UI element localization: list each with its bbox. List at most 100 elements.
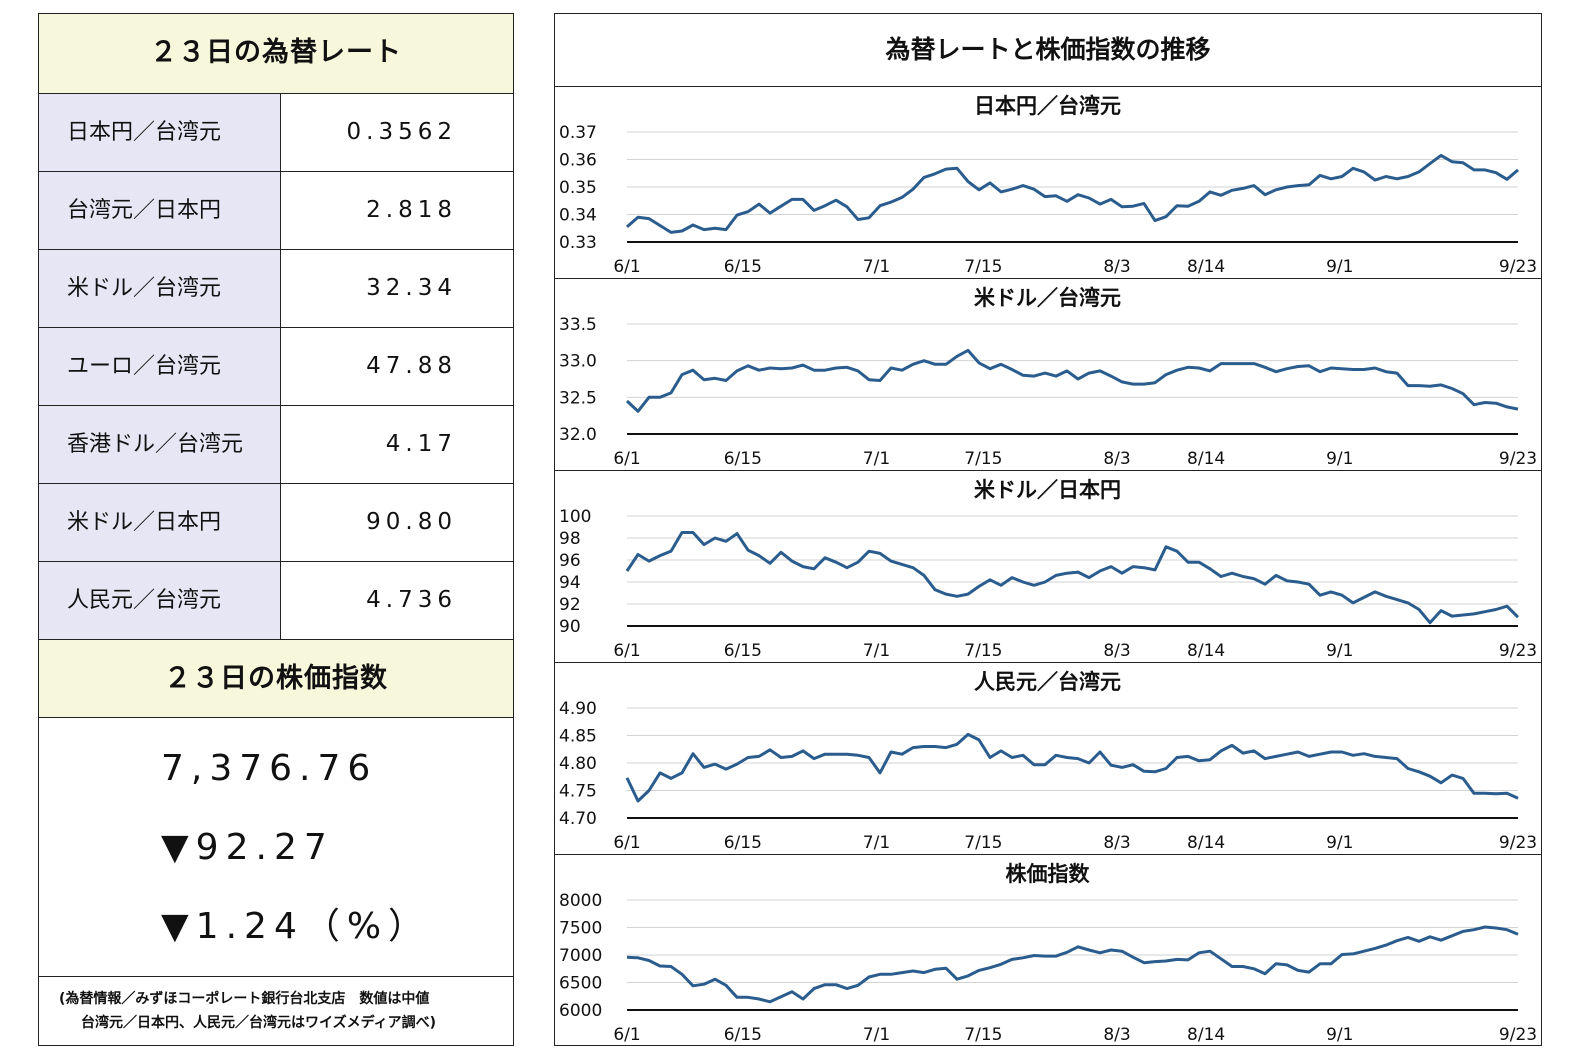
- x-tick-label: 7/1: [863, 257, 890, 277]
- rate-label: 香港ドル／台湾元: [39, 406, 281, 483]
- chart-title: 人民元／台湾元: [974, 670, 1121, 694]
- x-tick-label: 9/1: [1326, 1025, 1353, 1045]
- x-tick-label: 6/15: [724, 833, 762, 853]
- x-tick-label: 6/1: [613, 449, 640, 469]
- x-tick-label: 7/15: [964, 449, 1002, 469]
- x-tick-label: 8/14: [1187, 257, 1225, 277]
- chart-panel: 人民元／台湾元 4.70 4.75 4.80 4.85 4.90 6/1 6/15 7/1 7/1…: [555, 663, 1541, 855]
- chart-panel: 米ドル／台湾元 32.0 32.5 33.0 33.5 6/1 6/15 7/1 7/15 8/3…: [555, 279, 1541, 471]
- line-chart: 人民元／台湾元 4.70 4.75 4.80 4.85 4.90 6/1 6/15 7/1 7/1…: [559, 670, 1537, 853]
- x-tick-label: 9/1: [1326, 833, 1353, 853]
- rate-label: 台湾元／日本円: [39, 172, 281, 249]
- chart-panel: 日本円／台湾元 0.33 0.34 0.35 0.36 0.37 6/1 6/15 7/1 7/1…: [555, 87, 1541, 279]
- y-tick-label: 7000: [559, 946, 602, 966]
- y-tick-label: 6500: [559, 974, 602, 994]
- rate-row: 台湾元／日本円 2.818: [39, 172, 513, 250]
- x-tick-label: 8/3: [1103, 833, 1130, 853]
- x-tick-label: 7/1: [863, 833, 890, 853]
- y-tick-label: 4.90: [559, 699, 597, 719]
- chart-title: 株価指数: [1006, 862, 1091, 886]
- rate-row: 日本円／台湾元 0.3562: [39, 94, 513, 172]
- rate-value: 4.17: [385, 431, 457, 457]
- y-tick-label: 92: [559, 595, 581, 615]
- x-tick-label: 6/15: [724, 641, 762, 661]
- series-line: [625, 348, 1519, 413]
- source-note-line1: (為替情報／みずほコーポレート銀行台北支店 数値は中値: [59, 991, 430, 1007]
- y-tick-label: 33.0: [559, 352, 597, 372]
- y-tick-label: 4.85: [559, 727, 597, 747]
- y-tick-label: 0.36: [559, 151, 597, 171]
- rate-value: 2.818: [366, 197, 457, 223]
- x-tick-label: 8/3: [1103, 1025, 1130, 1045]
- rate-label: 人民元／台湾元: [39, 562, 281, 639]
- y-tick-label: 98: [559, 529, 581, 549]
- rate-label: ユーロ／台湾元: [39, 328, 281, 405]
- x-tick-label: 8/3: [1103, 257, 1130, 277]
- x-tick-label: 7/1: [863, 641, 890, 661]
- charts-title: 為替レートと株価指数の推移: [555, 14, 1541, 87]
- line-chart: 株価指数 6000 6500 7000 7500 8000 6/1 6/15 7/1 7/15 8/…: [559, 862, 1537, 1045]
- rate-label: 日本円／台湾元: [39, 94, 281, 171]
- rate-row: 米ドル／日本円 90.80: [39, 484, 513, 562]
- chart-title: 米ドル／日本円: [974, 478, 1121, 502]
- rate-value: 4.736: [366, 587, 457, 613]
- y-tick-label: 100: [559, 507, 591, 527]
- y-tick-label: 32.5: [559, 388, 597, 408]
- rates-title: ２３日の為替レート: [39, 14, 513, 94]
- chart-title: 米ドル／台湾元: [974, 286, 1121, 310]
- stock-index-box: 7,376.76 ▼92.27 ▼1.24（%）: [39, 718, 513, 977]
- x-tick-label: 7/15: [964, 1025, 1002, 1045]
- x-tick-label: 6/15: [724, 257, 762, 277]
- y-tick-label: 32.0: [559, 425, 597, 445]
- y-tick-label: 90: [559, 617, 581, 637]
- series-line: [625, 732, 1519, 803]
- y-tick-label: 4.80: [559, 754, 597, 774]
- rate-value: 47.88: [366, 353, 457, 379]
- y-tick-label: 96: [559, 551, 581, 571]
- x-tick-label: 6/1: [613, 257, 640, 277]
- rate-row: 香港ドル／台湾元 4.17: [39, 406, 513, 484]
- source-note: (為替情報／みずほコーポレート銀行台北支店 数値は中値 台湾元／日本円、人民元／…: [39, 977, 513, 1035]
- x-tick-label: 7/15: [964, 833, 1002, 853]
- y-tick-label: 94: [559, 573, 581, 593]
- y-tick-label: 0.37: [559, 123, 597, 143]
- stock-index-change-pct: ▼1.24（%）: [161, 906, 432, 947]
- x-tick-label: 7/1: [863, 449, 890, 469]
- x-tick-label: 7/15: [964, 641, 1002, 661]
- x-tick-label: 8/14: [1187, 1025, 1225, 1045]
- rate-label: 米ドル／日本円: [39, 484, 281, 561]
- rates-table: 日本円／台湾元 0.3562 台湾元／日本円 2.818 米ドル／台湾元 32.34 ユーロ…: [39, 94, 513, 640]
- x-tick-label: 7/1: [863, 1025, 890, 1045]
- line-chart: 米ドル／台湾元 32.0 32.5 33.0 33.5 6/1 6/15 7/1 7/15 8/3…: [559, 286, 1537, 469]
- x-tick-label: 9/23: [1499, 1025, 1537, 1045]
- y-tick-label: 33.5: [559, 315, 597, 335]
- rate-value: 90.80: [366, 509, 457, 535]
- rate-value: 0.3562: [346, 119, 457, 145]
- y-tick-label: 4.70: [559, 809, 597, 829]
- x-tick-label: 8/14: [1187, 641, 1225, 661]
- x-tick-label: 6/15: [724, 449, 762, 469]
- x-tick-label: 9/23: [1499, 641, 1537, 661]
- x-tick-label: 6/15: [724, 1025, 762, 1045]
- charts-panel: 為替レートと株価指数の推移 日本円／台湾元 0.33 0.34 0.35 0.36 0.3…: [554, 13, 1542, 1046]
- y-tick-label: 0.33: [559, 233, 597, 253]
- series-line: [626, 153, 1519, 234]
- x-tick-label: 6/1: [613, 641, 640, 661]
- chart-panel: 株価指数 6000 6500 7000 7500 8000 6/1 6/15 7/1 7/15 8/…: [555, 855, 1541, 1047]
- chart-panel: 米ドル／日本円 90 92 94 96 98 100 6/1 6/15 7/1 7/15 8/3 8/1…: [555, 471, 1541, 663]
- rates-panel: ２３日の為替レート 日本円／台湾元 0.3562 台湾元／日本円 2.818 米ドル／台…: [38, 13, 514, 1046]
- x-tick-label: 8/3: [1103, 641, 1130, 661]
- x-tick-label: 9/1: [1326, 641, 1353, 661]
- y-tick-label: 0.35: [559, 178, 597, 198]
- x-tick-label: 9/23: [1499, 449, 1537, 469]
- x-tick-label: 8/14: [1187, 449, 1225, 469]
- series-line: [626, 925, 1519, 1004]
- y-tick-label: 8000: [559, 891, 602, 911]
- chart-title: 日本円／台湾元: [974, 94, 1121, 118]
- y-tick-label: 4.75: [559, 782, 597, 802]
- x-tick-label: 6/1: [613, 833, 640, 853]
- x-tick-label: 9/23: [1499, 257, 1537, 277]
- stock-index-value: 7,376.76: [161, 748, 378, 789]
- x-tick-label: 7/15: [964, 257, 1002, 277]
